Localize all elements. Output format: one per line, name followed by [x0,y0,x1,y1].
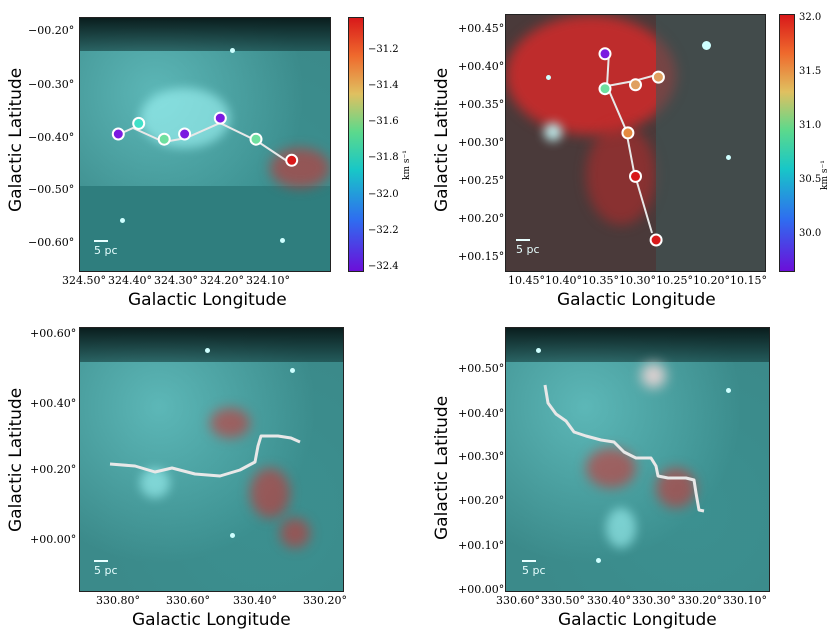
colorbar-tick: 31.5 [799,66,822,77]
velocity-point [598,82,612,96]
y-tick: +00.40° [458,407,505,420]
velocity-point [111,127,125,141]
x-tick: 324.50° [62,274,106,287]
x-tick: 10.30° [619,274,656,287]
velocity-point [249,132,263,146]
x-tick: 330.10° [723,594,767,607]
y-tick: +00.00° [458,583,505,596]
velocity-point [598,47,612,61]
colorbar-tick: 32.0 [799,12,822,23]
velocity-point [649,233,663,247]
x-axis-title: Galactic Longitude [557,290,716,310]
x-tick: 324.10° [246,274,290,287]
y-tick: +00.20° [30,463,77,476]
y-tick: −00.60° [28,236,75,249]
x-tick: 10.45° [508,274,545,287]
y-tick: +00.45° [458,22,505,35]
x-tick: 330.30° [632,594,676,607]
colorbar-tick: −31.2 [368,44,399,55]
image-top-right: 5 pc [505,14,766,272]
velocity-point [213,111,227,125]
x-tick: 330.40° [233,594,277,607]
y-tick: −00.20° [28,24,75,37]
y-tick: −00.50° [28,183,75,196]
colorbar-tick: 30.0 [799,228,822,239]
y-tick: +00.20° [458,494,505,507]
velocity-point [629,169,642,183]
x-tick: 10.40° [545,274,582,287]
y-tick: +00.40° [30,397,77,410]
y-tick: +00.25° [458,174,505,187]
velocity-point [651,70,665,84]
x-tick: 330.40° [587,594,631,607]
image-bottom-left: 5 pc [79,327,344,592]
x-tick: 324.20° [200,274,244,287]
y-tick: −00.30° [28,78,75,91]
scale-bar: 5 pc [516,239,540,256]
colorbar-tick: −31.4 [368,80,399,91]
x-tick: 330.60° [166,594,210,607]
x-tick: 330.50° [541,594,585,607]
y-tick: +00.00° [30,533,77,546]
filament-spine-bottom-left [109,434,301,478]
colorbar [348,17,364,272]
velocity-point [132,116,146,130]
y-tick: +00.30° [458,450,505,463]
y-tick: +00.20° [458,212,505,225]
y-axis-title: Galactic Latitude [6,67,26,212]
x-tick: 10.25° [656,274,693,287]
scale-bar: 5 pc [94,560,118,577]
y-axis-title: Galactic Latitude [6,387,26,532]
y-tick: +00.10° [458,539,505,552]
scale-bar: 5 pc [94,240,118,257]
filament-spine-bottom-right [543,384,705,513]
x-tick: 330.60° [496,594,540,607]
y-tick: +00.30° [458,136,505,149]
filament-spine-top-right [598,47,665,247]
y-axis-title: Galactic Latitude [432,67,452,212]
x-axis-title: Galactic Longitude [558,610,717,630]
scale-bar: 5 pc [522,560,546,577]
x-tick: 10.15° [730,274,767,287]
velocity-point [157,132,171,146]
colorbar-tick: −32.4 [368,261,399,272]
velocity-point [178,127,192,141]
y-tick: +00.60° [30,327,77,340]
velocity-point [621,126,635,140]
velocity-point [629,78,642,92]
image-top-left: 5 pc [79,17,331,272]
colorbar-tick: 30.5 [799,174,822,185]
filament-spine-top-left [111,111,299,167]
colorbar-tick: −31.6 [368,116,399,127]
x-axis-title: Galactic Longitude [132,610,291,630]
y-tick: +00.35° [458,98,505,111]
y-tick: +00.15° [458,250,505,263]
image-bottom-right: 5 pc [505,327,770,592]
colorbar-tick: −32.0 [368,189,399,200]
x-tick: 330.20° [678,594,722,607]
x-tick: 330.80° [96,594,140,607]
colorbar-tick: −32.2 [368,225,399,236]
x-tick: 10.20° [693,274,730,287]
velocity-point [285,153,299,167]
x-tick: 330.20° [303,594,347,607]
x-tick: 324.30° [154,274,198,287]
colorbar-tick: −31.8 [368,152,399,163]
colorbar [779,14,795,272]
y-tick: +00.50° [458,362,505,375]
y-tick: −00.40° [28,131,75,144]
colorbar-unit: km s⁻¹ [402,150,412,180]
x-axis-title: Galactic Longitude [128,290,287,310]
y-axis-title: Galactic Latitude [432,395,452,540]
y-tick: +00.40° [458,60,505,73]
colorbar-unit: km s⁻¹ [820,160,830,190]
x-tick: 10.35° [582,274,619,287]
colorbar-tick: 31.0 [799,120,822,131]
x-tick: 324.40° [108,274,152,287]
